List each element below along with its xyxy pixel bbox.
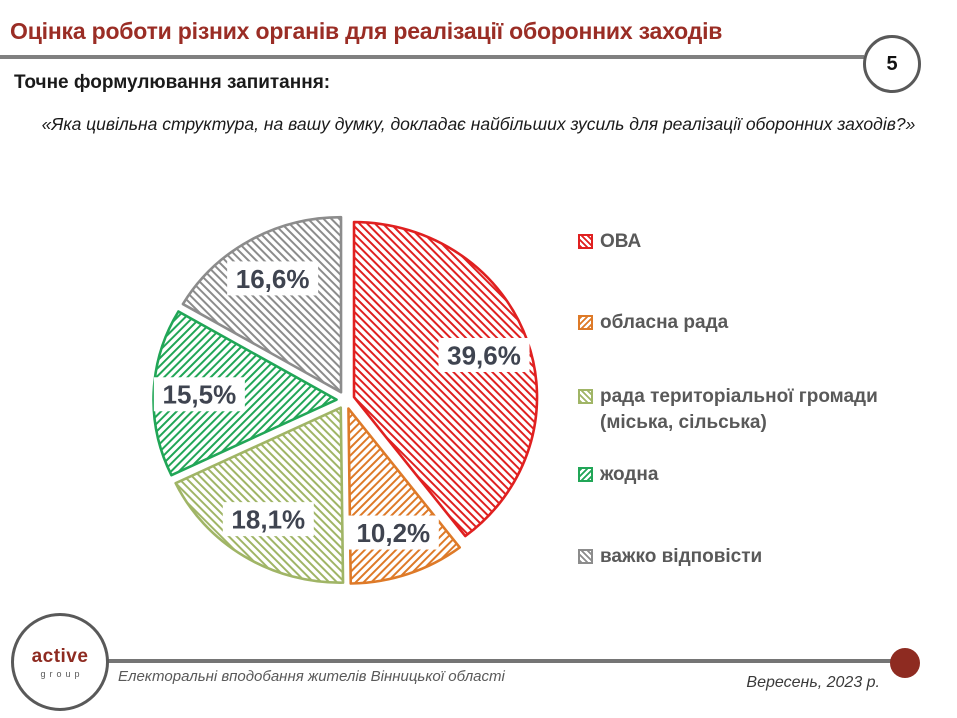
page-number-badge: 5 (863, 35, 921, 93)
pie-slice-2 (174, 406, 345, 584)
legend-label: жодна (600, 464, 659, 485)
legend-label: обласна рада (600, 312, 729, 333)
legend-item-vazhko: важко відповісти (578, 544, 918, 570)
pie-slice-3 (152, 310, 338, 477)
question-text: «Яка цивільна структура, на вашу думку, … (41, 114, 916, 134)
pie-slice-4 (181, 215, 343, 394)
legend-swatch-red-icon (578, 234, 593, 249)
legend-swatch-gray-icon (578, 549, 593, 564)
logo-text-active: active (31, 645, 89, 667)
footer-date: Вересень, 2023 р. (746, 674, 880, 691)
pie-label: 39,6% (447, 340, 521, 370)
pie-label: 18,1% (231, 504, 305, 534)
active-group-logo: active group (11, 613, 109, 711)
pie-chart: 39,6% 10,2% 18,1% 15,5% 16,6% (130, 195, 570, 615)
legend-swatch-orange-icon (578, 315, 593, 330)
title-divider (0, 55, 864, 59)
pie-label: 15,5% (163, 380, 237, 410)
legend-swatch-green-icon (578, 467, 593, 482)
page-number: 5 (886, 52, 898, 75)
legend-label: ОВА (600, 231, 642, 252)
pie-label-bg (227, 261, 319, 296)
legend-item-rada-hromady: рада територіальної громади (міська, сіл… (578, 384, 918, 436)
legend-item-oblasna-rada: обласна рада (578, 310, 918, 336)
footer-divider (98, 659, 898, 663)
legend-item-ova: ОВА (578, 229, 918, 255)
page-title: Оцінка роботи різних органів для реаліза… (10, 18, 723, 44)
pie-label-bg (438, 337, 530, 372)
legend-swatch-olive-icon (578, 389, 593, 404)
footer-caption: Електоральні вподобання жителів Вінницьк… (118, 668, 505, 685)
pie-chart-svg: 39,6% 10,2% 18,1% 15,5% 16,6% (152, 215, 539, 585)
pie-label-bg (153, 377, 245, 412)
pie-label-bg (222, 502, 314, 537)
legend-item-zhodna: жодна (578, 462, 918, 488)
pie-label: 16,6% (236, 264, 310, 294)
logo-text-group: group (40, 668, 84, 679)
pie-label: 10,2% (356, 518, 430, 548)
footer-dot-icon (890, 648, 920, 678)
legend-label: важко відповісти (600, 546, 763, 567)
question-label: Точне формулювання запитання: (14, 72, 331, 93)
pie-label-bg (347, 515, 439, 550)
legend-label: рада територіальної громади (міська, сіл… (600, 386, 878, 433)
